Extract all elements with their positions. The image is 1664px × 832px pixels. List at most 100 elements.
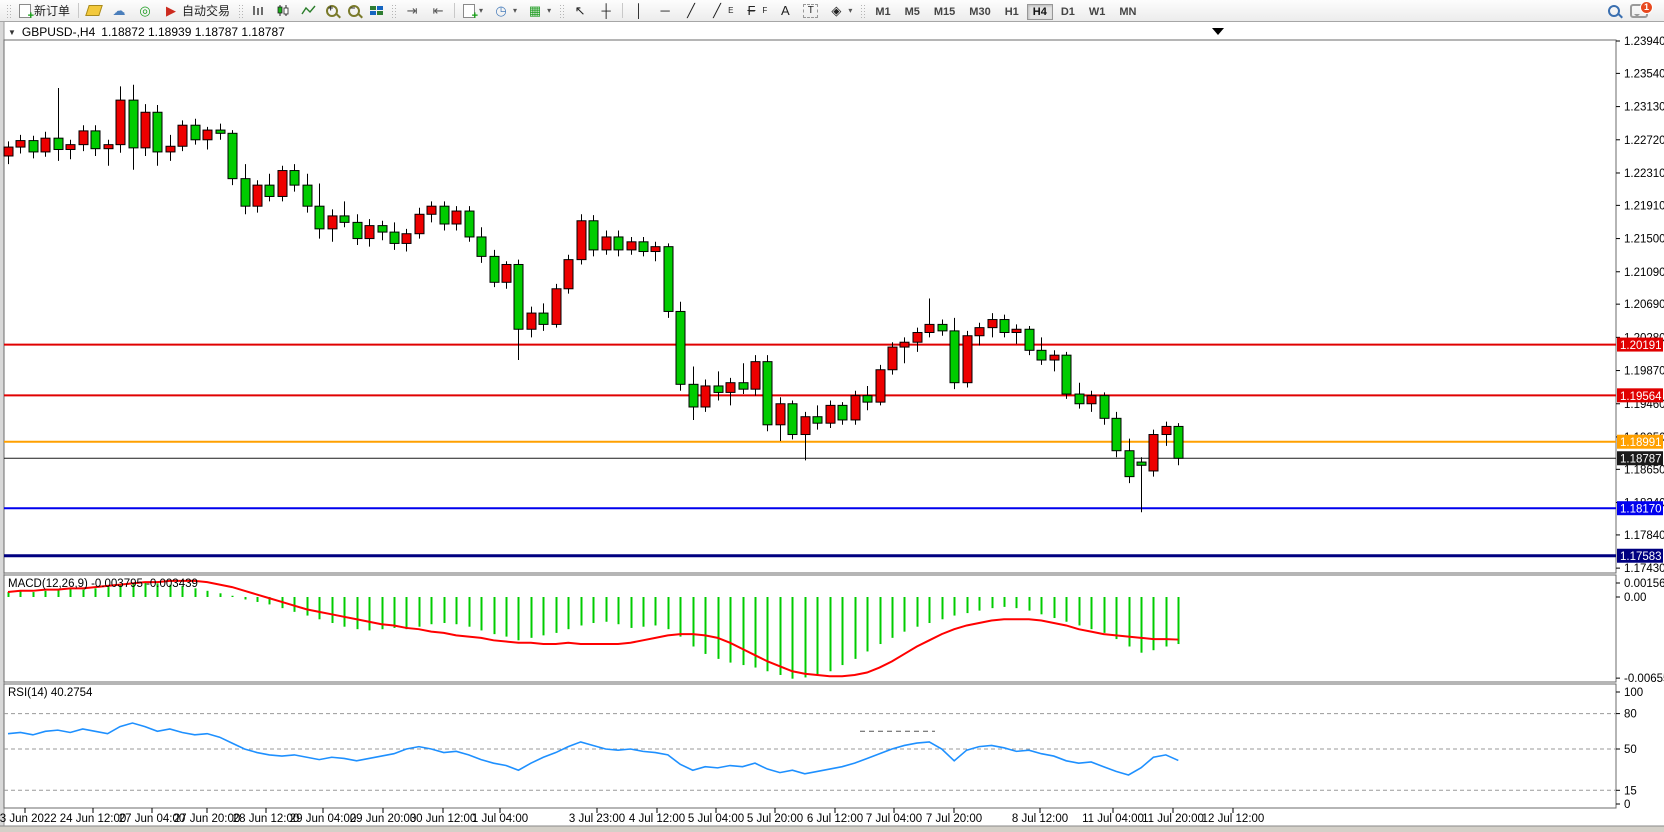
arrows-tool-button[interactable]: ◈ ▾ (823, 1, 857, 21)
svg-text:-0.006555: -0.006555 (1624, 673, 1664, 685)
svg-text:1.19564: 1.19564 (1620, 391, 1662, 403)
svg-text:3 Jul 23:00: 3 Jul 23:00 (569, 813, 625, 825)
candlestick-mode-button[interactable] (271, 1, 296, 21)
timeframe-button-M15[interactable]: M15 (933, 5, 956, 18)
search-button[interactable] (1603, 1, 1625, 21)
clock-icon: ◷ (495, 3, 507, 18)
toolbar-grip[interactable] (860, 3, 866, 18)
timeframe-button-D1[interactable]: D1 (1060, 5, 1075, 18)
trendline-tool-button[interactable]: ╱ (678, 1, 704, 21)
text-label-tool-button[interactable]: T (798, 1, 823, 21)
svg-text:100: 100 (1624, 687, 1643, 699)
svg-text:27 Jun 04:00: 27 Jun 04:00 (119, 813, 186, 825)
line-chart-icon (301, 5, 316, 15)
timeframe-button-H1[interactable]: H1 (1004, 5, 1019, 18)
timeframe-button-M30[interactable]: M30 (969, 5, 991, 18)
crosshair-icon: ┼ (601, 3, 611, 18)
chevron-down-icon: ▾ (479, 6, 484, 15)
timeframe-button-M1[interactable]: M1 (875, 5, 891, 18)
tile-windows-icon (370, 6, 384, 15)
timeframe-button-H4[interactable]: H4 (1026, 3, 1053, 20)
svg-text:1.23540: 1.23540 (1624, 68, 1664, 80)
search-icon (1608, 4, 1620, 17)
timeframe-button-W1[interactable]: W1 (1088, 5, 1106, 18)
auto-scroll-button[interactable]: ⇥ (399, 1, 425, 21)
macd-name: MACD(12,26,9) (8, 578, 88, 590)
svg-text:30 Jun 12:00: 30 Jun 12:00 (410, 813, 477, 825)
timeframe-button-MN[interactable]: MN (1119, 5, 1137, 18)
svg-text:1.17840: 1.17840 (1624, 530, 1664, 542)
notifications-button[interactable]: 1 (1625, 0, 1653, 21)
svg-text:1.18991: 1.18991 (1620, 437, 1662, 449)
sonar-icon: ◎ (139, 3, 151, 18)
svg-text:12 Jul 12:00: 12 Jul 12:00 (1202, 813, 1265, 825)
auto-trading-button[interactable]: ▶ 自动交易 (158, 1, 235, 21)
cloud-publish-icon: ☁ (112, 3, 126, 18)
vertical-line-tool-button[interactable]: │ (626, 1, 652, 21)
bar-chart-icon (253, 6, 263, 15)
fibonacci-icon: F (747, 3, 756, 18)
cursor-tool-button[interactable]: ↖ (567, 1, 593, 21)
svg-text:29 Jun 04:00: 29 Jun 04:00 (290, 813, 357, 825)
periods-button[interactable]: ◷ ▾ (488, 1, 522, 21)
channel-tool-button[interactable]: ╱ E (704, 1, 738, 21)
indicators-button[interactable]: ▾ (458, 1, 488, 22)
chat-bubble-icon: 1 (1630, 0, 1653, 18)
svg-text:11 Jul 20:00: 11 Jul 20:00 (1142, 813, 1204, 825)
svg-text:27 Jun 20:00: 27 Jun 20:00 (174, 813, 241, 825)
toolbar-grip[interactable] (391, 3, 397, 18)
toolbar-grip[interactable] (559, 3, 565, 18)
new-order-label: 新订单 (34, 4, 71, 18)
bar-chart-mode-button[interactable] (246, 1, 271, 21)
svg-text:1.23940: 1.23940 (1624, 36, 1664, 48)
svg-text:5 Jul 04:00: 5 Jul 04:00 (688, 813, 744, 825)
cursor-icon: ↖ (574, 3, 586, 18)
svg-text:1.23130: 1.23130 (1624, 102, 1664, 114)
candlestick-icon (277, 5, 289, 16)
template-icon: ▦ (528, 3, 542, 18)
templates-button[interactable]: ▦ ▾ (522, 1, 556, 21)
toolbar-grip[interactable] (238, 3, 244, 18)
timeframe-button-M5[interactable]: M5 (904, 5, 920, 18)
svg-text:1.17430: 1.17430 (1624, 563, 1664, 575)
crosshair-tool-button[interactable]: ┼ (593, 1, 619, 21)
channel-e-subscript: E (728, 6, 734, 15)
zoom-out-icon: − (348, 3, 361, 17)
svg-text:6 Jul 12:00: 6 Jul 12:00 (807, 813, 863, 825)
horizontal-line-icon: ─ (660, 3, 670, 18)
svg-text:28 Jun 12:00: 28 Jun 12:00 (233, 813, 300, 825)
svg-text:1.21090: 1.21090 (1624, 267, 1664, 279)
chart-canvas[interactable]: 1.23940 1.23540 1.23130 1.22720 1.22310 1.219… (0, 22, 1664, 832)
new-order-icon (19, 3, 34, 22)
svg-text:1.22720: 1.22720 (1624, 135, 1664, 147)
symbol-dropdown-icon[interactable]: ▼ (8, 27, 16, 37)
publish-button[interactable]: ☁ (106, 1, 132, 21)
toolbar-separator (78, 3, 80, 18)
toolbar-grip[interactable] (6, 3, 11, 18)
svg-text:80: 80 (1624, 709, 1637, 721)
zoom-in-button[interactable]: + (321, 1, 343, 21)
svg-text:8 Jul 12:00: 8 Jul 12:00 (1012, 813, 1068, 825)
signals-button[interactable]: ◎ (132, 1, 158, 21)
highlight-tool-button[interactable] (82, 1, 106, 21)
macd-values: -0.003795 -0.003439 (91, 578, 198, 590)
svg-text:1.19870: 1.19870 (1624, 366, 1664, 378)
svg-text:29 Jun 20:00: 29 Jun 20:00 (350, 813, 417, 825)
auto-scroll-icon: ⇥ (406, 3, 418, 18)
zoom-out-button[interactable]: − (343, 1, 365, 21)
tile-windows-button[interactable] (365, 1, 388, 21)
main-toolbar: 新订单 ☁ ◎ ▶ 自动交易 + − ⇥ (0, 0, 1664, 22)
vertical-line-icon: │ (635, 3, 644, 18)
shapes-icon: ◈ (831, 3, 842, 18)
svg-text:24 Jun 12:00: 24 Jun 12:00 (60, 813, 127, 825)
chart-shift-button[interactable]: ⇤ (425, 1, 451, 21)
horizontal-line-tool-button[interactable]: ─ (652, 1, 678, 21)
new-order-button[interactable]: 新订单 (14, 1, 75, 22)
line-chart-mode-button[interactable] (296, 1, 321, 21)
chevron-down-icon: ▾ (547, 6, 552, 15)
chevron-down-icon: ▾ (848, 6, 853, 15)
text-tool-button[interactable]: A (772, 1, 798, 21)
svg-text:1 Jul 04:00: 1 Jul 04:00 (472, 813, 528, 825)
trendline-icon: ╱ (687, 3, 695, 18)
